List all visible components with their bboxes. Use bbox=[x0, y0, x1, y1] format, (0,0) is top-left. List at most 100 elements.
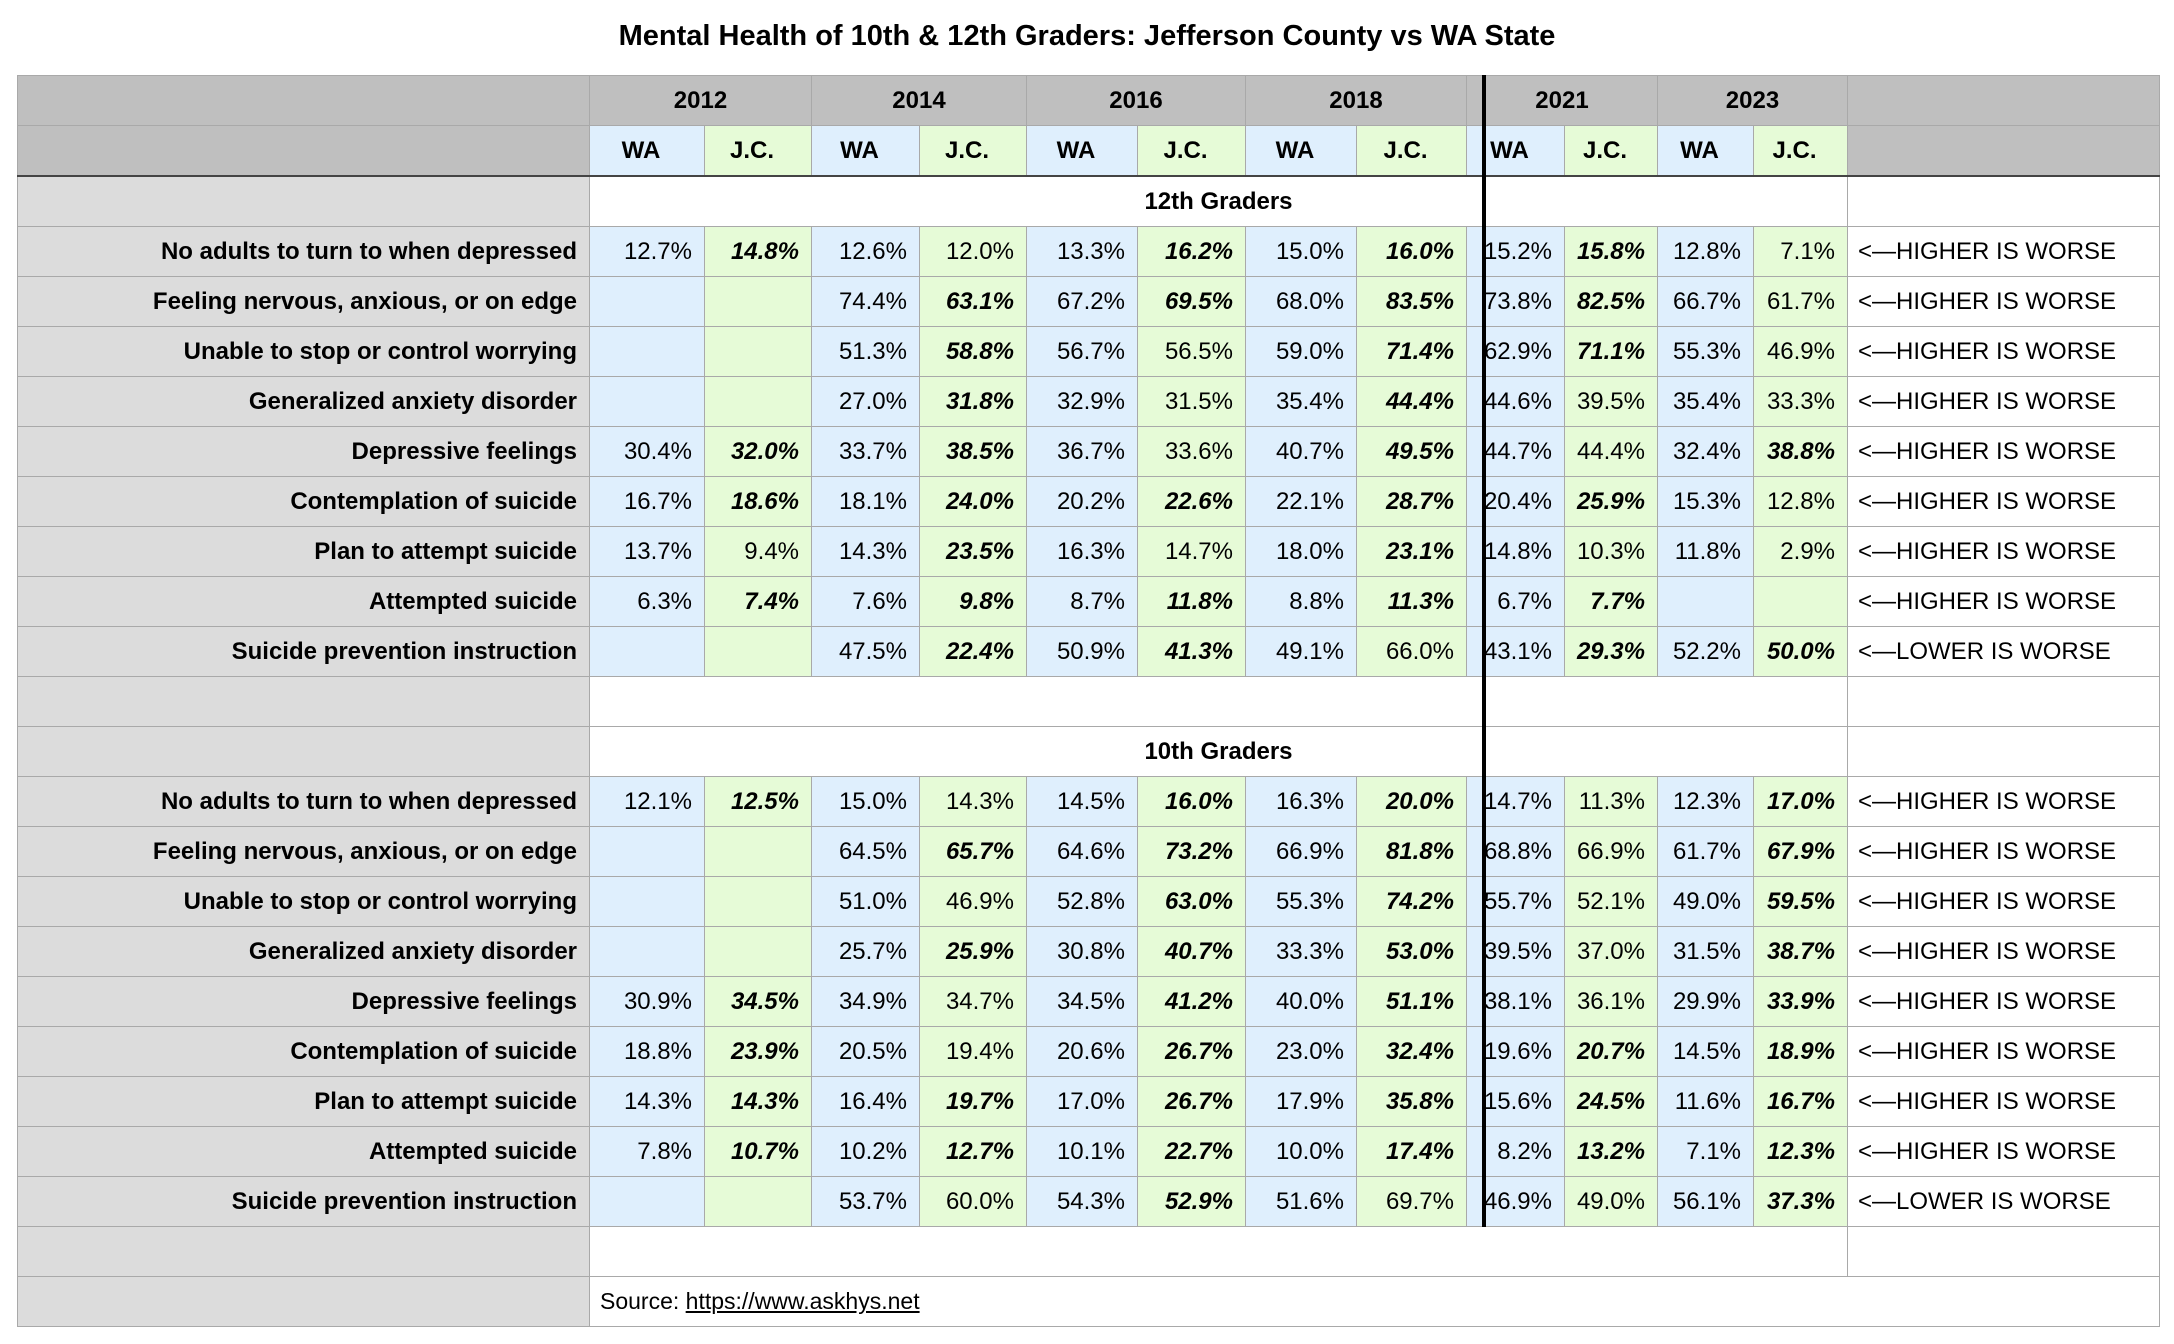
jc-value-2012: 23.9% bbox=[704, 1026, 812, 1077]
jc-value-2023: 2.9% bbox=[1753, 526, 1848, 577]
section-title-row: 12th Graders bbox=[17, 175, 2160, 227]
jc-value-2023: 18.9% bbox=[1753, 1026, 1848, 1077]
table-row: Attempted suicide 7.8% 10.7% 10.2% 12.7% 10.1… bbox=[17, 1126, 2160, 1177]
direction-note: <—HIGHER IS WORSE bbox=[1847, 226, 2160, 277]
jc-value-2012 bbox=[704, 376, 812, 427]
jc-value-2012: 18.6% bbox=[704, 476, 812, 527]
subheader-jc: J.C. bbox=[704, 125, 812, 177]
direction-note: <—HIGHER IS WORSE bbox=[1847, 876, 2160, 927]
table-row: No adults to turn to when depressed 12.1%… bbox=[17, 776, 2160, 827]
wa-value-2018: 68.0% bbox=[1245, 276, 1357, 327]
direction-note: <—HIGHER IS WORSE bbox=[1847, 1076, 2160, 1127]
table-row: Plan to attempt suicide 14.3% 14.3% 16.4% 19… bbox=[17, 1076, 2160, 1127]
wa-value-2014: 18.1% bbox=[811, 476, 920, 527]
jc-value-2012 bbox=[704, 876, 812, 927]
wa-value-2016: 67.2% bbox=[1026, 276, 1138, 327]
jc-value-2021: 10.3% bbox=[1564, 526, 1658, 577]
wa-value-2012: 12.1% bbox=[589, 776, 705, 827]
jc-value-2021: 36.1% bbox=[1564, 976, 1658, 1027]
table-row: Feeling nervous, anxious, or on edge 74.4… bbox=[17, 276, 2160, 327]
subheader-wa: WA bbox=[1657, 125, 1754, 177]
data-table-container: 2012 2014 2016 2018 2021 2023 WA J.C. WA J.C. WA J.… bbox=[17, 75, 2160, 1327]
row-label: Feeling nervous, anxious, or on edge bbox=[17, 826, 590, 877]
subheader-jc: J.C. bbox=[919, 125, 1027, 177]
jc-value-2018: 74.2% bbox=[1356, 876, 1467, 927]
jc-value-2012 bbox=[704, 826, 812, 877]
wa-value-2023: 15.3% bbox=[1657, 476, 1754, 527]
wa-value-2016: 34.5% bbox=[1026, 976, 1138, 1027]
wa-value-2023: 11.8% bbox=[1657, 526, 1754, 577]
jc-value-2023: 12.3% bbox=[1753, 1126, 1848, 1177]
jc-value-2021: 25.9% bbox=[1564, 476, 1658, 527]
row-label: Contemplation of suicide bbox=[17, 476, 590, 527]
row-label: Unable to stop or control worrying bbox=[17, 876, 590, 927]
table-row: Contemplation of suicide 18.8% 23.9% 20.5% 1… bbox=[17, 1026, 2160, 1077]
jc-value-2018: 71.4% bbox=[1356, 326, 1467, 377]
wa-value-2014: 14.3% bbox=[811, 526, 920, 577]
jc-value-2021: 52.1% bbox=[1564, 876, 1658, 927]
wa-value-2016: 14.5% bbox=[1026, 776, 1138, 827]
jc-value-2018: 11.3% bbox=[1356, 576, 1467, 627]
year-header-2021: 2021 bbox=[1466, 75, 1658, 126]
jc-value-2023: 50.0% bbox=[1753, 626, 1848, 677]
jc-value-2023: 17.0% bbox=[1753, 776, 1848, 827]
direction-note: <—HIGHER IS WORSE bbox=[1847, 526, 2160, 577]
jc-value-2018: 69.7% bbox=[1356, 1176, 1467, 1227]
data-table: 2012 2014 2016 2018 2021 2023 WA J.C. WA J.C. WA J.… bbox=[17, 75, 2160, 1327]
jc-value-2023 bbox=[1753, 576, 1848, 627]
jc-value-2012: 14.8% bbox=[704, 226, 812, 277]
row-label: Feeling nervous, anxious, or on edge bbox=[17, 276, 590, 327]
table-row: Feeling nervous, anxious, or on edge 64.5… bbox=[17, 826, 2160, 877]
source-citation: Source: https://www.askhys.net bbox=[589, 1276, 2160, 1327]
wa-value-2023: 29.9% bbox=[1657, 976, 1754, 1027]
row-label: Plan to attempt suicide bbox=[17, 1076, 590, 1127]
source-link[interactable]: https://www.askhys.net bbox=[685, 1288, 920, 1314]
wa-value-2023: 56.1% bbox=[1657, 1176, 1754, 1227]
wa-value-2012: 30.9% bbox=[589, 976, 705, 1027]
jc-value-2012 bbox=[704, 276, 812, 327]
direction-note: <—HIGHER IS WORSE bbox=[1847, 376, 2160, 427]
jc-value-2012 bbox=[704, 926, 812, 977]
wa-value-2016: 20.6% bbox=[1026, 1026, 1138, 1077]
table-row: Generalized anxiety disorder 25.7% 25.9% 30… bbox=[17, 926, 2160, 977]
subheader-jc: J.C. bbox=[1564, 125, 1658, 177]
table-row: Unable to stop or control worrying 51.3% 5… bbox=[17, 326, 2160, 377]
jc-value-2023: 59.5% bbox=[1753, 876, 1848, 927]
section-title-row: 10th Graders bbox=[17, 726, 2160, 777]
wa-value-2018: 8.8% bbox=[1245, 576, 1357, 627]
jc-value-2018: 44.4% bbox=[1356, 376, 1467, 427]
jc-value-2023: 38.7% bbox=[1753, 926, 1848, 977]
jc-value-2018: 66.0% bbox=[1356, 626, 1467, 677]
wa-value-2023: 32.4% bbox=[1657, 426, 1754, 477]
jc-value-2018: 32.4% bbox=[1356, 1026, 1467, 1077]
jc-value-2014: 31.8% bbox=[919, 376, 1027, 427]
wa-value-2018: 23.0% bbox=[1245, 1026, 1357, 1077]
jc-value-2014: 46.9% bbox=[919, 876, 1027, 927]
jc-value-2014: 9.8% bbox=[919, 576, 1027, 627]
wa-value-2014: 33.7% bbox=[811, 426, 920, 477]
jc-value-2012: 14.3% bbox=[704, 1076, 812, 1127]
wa-value-2023: 52.2% bbox=[1657, 626, 1754, 677]
jc-value-2016: 26.7% bbox=[1137, 1026, 1246, 1077]
subheader-wa: WA bbox=[1026, 125, 1138, 177]
wa-value-2018: 17.9% bbox=[1245, 1076, 1357, 1127]
jc-value-2014: 19.7% bbox=[919, 1076, 1027, 1127]
wa-value-2018: 40.0% bbox=[1245, 976, 1357, 1027]
jc-value-2016: 26.7% bbox=[1137, 1076, 1246, 1127]
wa-value-2014: 34.9% bbox=[811, 976, 920, 1027]
wa-value-2012: 18.8% bbox=[589, 1026, 705, 1077]
section-label-blank bbox=[17, 175, 590, 227]
section-title: 10th Graders bbox=[589, 726, 1848, 777]
jc-value-2021: 37.0% bbox=[1564, 926, 1658, 977]
wa-value-2014: 47.5% bbox=[811, 626, 920, 677]
jc-value-2018: 35.8% bbox=[1356, 1076, 1467, 1127]
wa-value-2014: 20.5% bbox=[811, 1026, 920, 1077]
wa-value-2014: 7.6% bbox=[811, 576, 920, 627]
table-row: Unable to stop or control worrying 51.0% 4… bbox=[17, 876, 2160, 927]
jc-value-2018: 49.5% bbox=[1356, 426, 1467, 477]
table-row: Generalized anxiety disorder 27.0% 31.8% 32… bbox=[17, 376, 2160, 427]
wa-value-2023: 66.7% bbox=[1657, 276, 1754, 327]
jc-value-2012 bbox=[704, 326, 812, 377]
wa-value-2014: 25.7% bbox=[811, 926, 920, 977]
jc-value-2014: 34.7% bbox=[919, 976, 1027, 1027]
